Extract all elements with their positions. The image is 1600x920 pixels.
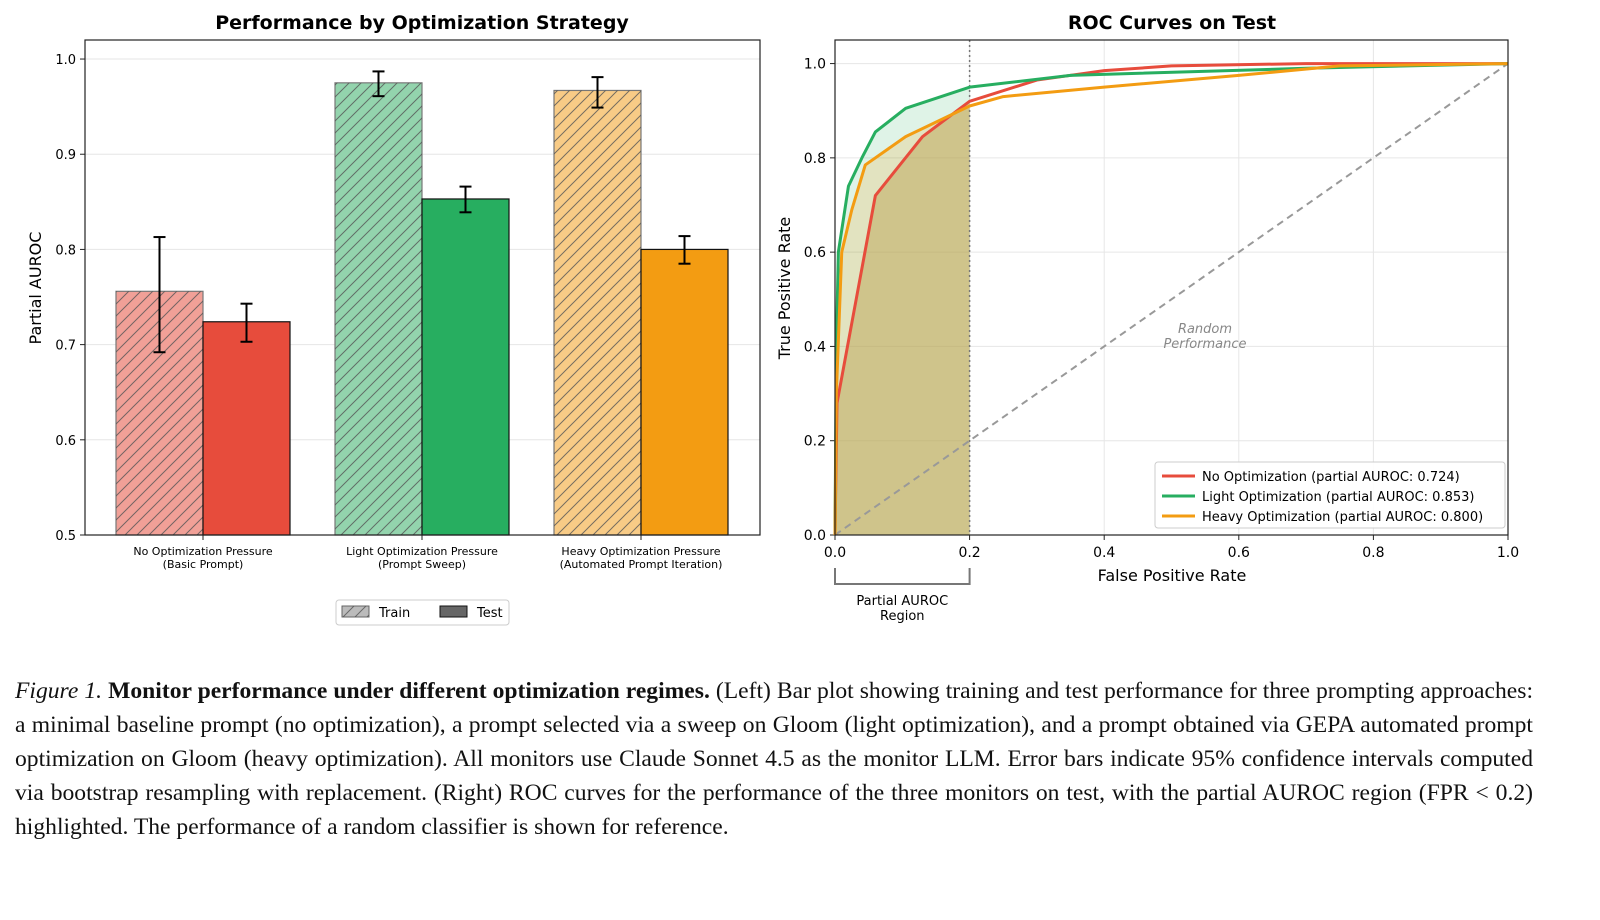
- plot-frame: [84, 39, 761, 536]
- partial-auroc-shade: [835, 87, 970, 536]
- x-tick-label-sub: (Automated Prompt Iteration): [560, 558, 723, 571]
- figure: Performance by Optimization Strategy Par…: [26, 12, 1519, 626]
- roc-chart: ROC Curves on Test True Positive Rate Fa…: [775, 12, 1519, 624]
- x-tick-label: 0.8: [1362, 545, 1384, 561]
- bar-chart: Performance by Optimization Strategy Par…: [26, 12, 761, 626]
- x-tick-label: 0.2: [958, 545, 980, 561]
- x-tick-label: Light Optimization Pressure: [346, 545, 498, 558]
- test-bar: [421, 198, 510, 536]
- x-tick-label: 0.0: [824, 545, 846, 561]
- y-tick-label: 0.6: [55, 434, 76, 449]
- legend-swatch-test: [439, 605, 468, 618]
- plot-frame: [834, 39, 1509, 536]
- bar-chart-title: Performance by Optimization Strategy: [215, 12, 629, 34]
- test-bar: [640, 248, 729, 536]
- y-tick-label: 1.0: [55, 53, 76, 68]
- roc-chart-xlabel: False Positive Rate: [1098, 566, 1247, 585]
- legend-label-test: Test: [476, 606, 503, 621]
- partial-auroc-shade: [835, 101, 970, 536]
- partial-region-label: Region: [880, 609, 925, 624]
- roc-curve: [833, 62, 1509, 536]
- y-tick-label: 0.9: [55, 148, 76, 163]
- x-tick-label: Heavy Optimization Pressure: [561, 545, 720, 558]
- y-tick-label: 0.8: [804, 151, 826, 167]
- caption-body: (Left) Bar plot showing training and tes…: [15, 678, 1533, 840]
- y-tick-label: 0.5: [55, 529, 76, 544]
- x-tick-label: 0.6: [1228, 545, 1250, 561]
- y-tick-label: 0.7: [55, 339, 76, 354]
- x-tick-label: No Optimization Pressure: [133, 545, 273, 558]
- legend-label: Heavy Optimization (partial AUROC: 0.800…: [1202, 510, 1483, 525]
- roc-curve: [833, 62, 1508, 536]
- train-bar-hatch: [554, 90, 641, 536]
- y-tick-label: 0.8: [55, 243, 76, 258]
- x-tick-label: 0.4: [1093, 545, 1115, 561]
- y-tick-label: 0.0: [804, 528, 826, 544]
- y-tick-label: 1.0: [804, 57, 826, 73]
- train-bar-hatch: [335, 82, 422, 535]
- partial-auroc-shade: [835, 106, 970, 535]
- legend-swatch-train-hatch: [342, 606, 369, 617]
- legend-label: No Optimization (partial AUROC: 0.724): [1202, 470, 1460, 485]
- roc-chart-ylabel: True Positive Rate: [775, 217, 794, 361]
- partial-region-label: Partial AUROC: [856, 594, 948, 609]
- y-tick-label: 0.4: [804, 339, 826, 355]
- y-tick-label: 0.6: [804, 245, 826, 261]
- random-line: [834, 62, 1509, 536]
- y-tick-label: 0.2: [804, 434, 826, 450]
- caption-label: Figure 1.: [15, 678, 103, 704]
- test-bar: [202, 321, 291, 536]
- random-label: Random: [1178, 322, 1232, 337]
- x-tick-label-sub: (Prompt Sweep): [378, 558, 466, 571]
- roc-chart-title: ROC Curves on Test: [1068, 12, 1276, 34]
- legend-label: Light Optimization (partial AUROC: 0.853…: [1202, 490, 1474, 505]
- roc-curve: [833, 62, 1509, 536]
- legend-label-train: Train: [378, 606, 410, 621]
- partial-region-bracket: [834, 568, 971, 585]
- caption-title: Monitor performance under different opti…: [108, 678, 710, 704]
- figure-caption: Figure 1. Monitor performance under diff…: [15, 674, 1533, 844]
- x-tick-label: 1.0: [1497, 545, 1519, 561]
- x-tick-label-sub: (Basic Prompt): [163, 558, 244, 571]
- legend-box: [1154, 461, 1506, 529]
- random-label: Performance: [1163, 337, 1246, 352]
- bar-chart-ylabel: Partial AUROC: [26, 232, 45, 345]
